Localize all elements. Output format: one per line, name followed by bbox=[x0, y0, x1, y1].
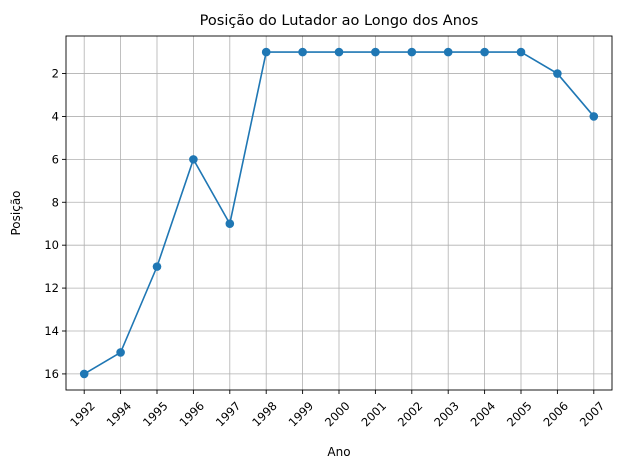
x-tick-label: 1998 bbox=[249, 399, 280, 430]
x-tick-label: 1994 bbox=[104, 399, 135, 430]
data-point bbox=[261, 47, 271, 57]
data-point bbox=[407, 47, 417, 57]
data-point bbox=[189, 155, 198, 164]
data-point bbox=[334, 47, 344, 57]
x-tick-label: 1999 bbox=[286, 399, 317, 430]
x-tick-label: 1997 bbox=[213, 399, 244, 430]
data-point bbox=[371, 47, 380, 57]
data-point bbox=[298, 47, 307, 57]
x-tick-label: 1995 bbox=[140, 399, 171, 430]
data-point bbox=[152, 262, 162, 271]
x-tick-label: 2007 bbox=[577, 399, 608, 430]
x-tick-label: 2000 bbox=[322, 399, 353, 430]
series-layer bbox=[79, 47, 599, 379]
data-point bbox=[79, 369, 89, 379]
y-tick-label: 8 bbox=[52, 195, 59, 209]
y-axis-label: Posição bbox=[9, 190, 23, 235]
x-tick-label: 2001 bbox=[358, 399, 389, 430]
x-axis-label: Ano bbox=[327, 445, 350, 459]
data-point bbox=[225, 219, 235, 229]
plot-frame bbox=[65, 35, 613, 391]
x-tick-label: 1992 bbox=[67, 399, 98, 430]
data-point bbox=[116, 348, 125, 357]
ticks-layer: 1992 1994 1995 1996 1997 1998 1999 2000 2001 2002… bbox=[44, 67, 607, 430]
data-point bbox=[480, 47, 489, 57]
data-point bbox=[553, 69, 562, 78]
chart-title: Posição do Lutador ao Longo dos Anos bbox=[200, 13, 479, 29]
y-tick-label: 4 bbox=[52, 109, 59, 123]
data-point bbox=[516, 47, 526, 57]
y-tick-label: 10 bbox=[44, 238, 59, 252]
y-tick-label: 6 bbox=[52, 152, 59, 166]
grid-layer bbox=[66, 36, 612, 390]
x-tick-label: 2004 bbox=[468, 399, 499, 430]
data-point bbox=[589, 112, 599, 121]
x-tick-label: 1996 bbox=[176, 399, 207, 430]
data-point bbox=[443, 47, 453, 57]
y-tick-label: 12 bbox=[44, 281, 59, 295]
x-tick-label: 2002 bbox=[395, 399, 426, 430]
x-tick-label: 2005 bbox=[504, 399, 535, 430]
x-tick-label: 2006 bbox=[540, 399, 571, 430]
y-tick-label: 16 bbox=[44, 367, 59, 381]
y-tick-label: 14 bbox=[44, 324, 59, 338]
x-tick-label: 2003 bbox=[431, 399, 462, 430]
y-tick-label: 2 bbox=[52, 67, 59, 81]
